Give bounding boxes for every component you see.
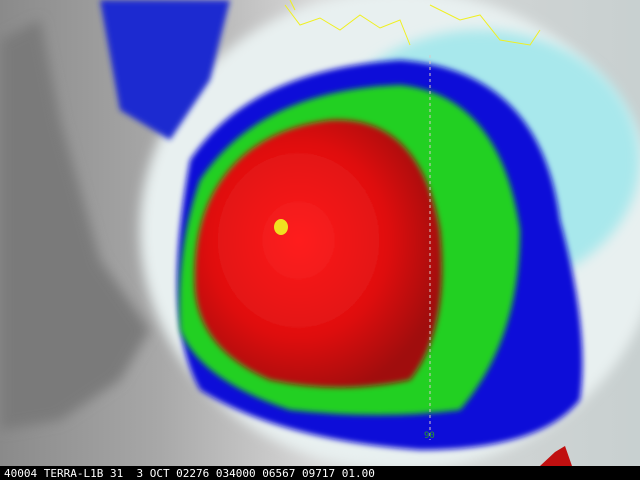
caption-bar — [0, 466, 640, 480]
eye — [274, 219, 288, 235]
scene: 90 — [0, 0, 640, 470]
red-core — [194, 119, 442, 388]
caption: 40004 TERRA-L1B 31 3 OCT 02276 034000 06… — [4, 467, 375, 480]
grid-label: 90 — [424, 431, 435, 441]
coastline — [284, 0, 541, 46]
cell — [540, 446, 572, 466]
clear-sky — [0, 20, 150, 430]
cloud-band — [100, 0, 230, 140]
